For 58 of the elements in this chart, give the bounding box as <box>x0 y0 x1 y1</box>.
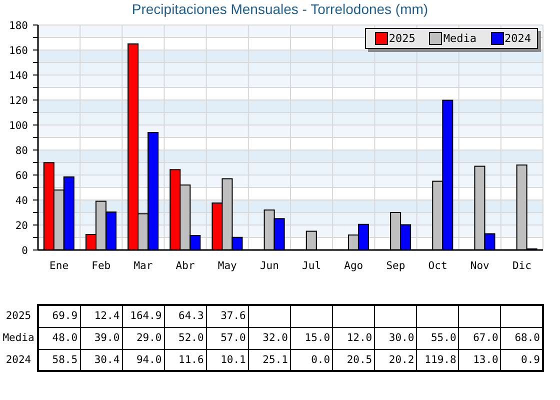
data-label: 37.6 <box>206 305 248 327</box>
data-label: 68.0 <box>500 327 543 349</box>
data-label: 10.1 <box>206 349 248 371</box>
data-label: 20.5 <box>332 349 375 371</box>
x-tick-label: Nov <box>470 260 490 272</box>
x-tick-label: Jun <box>260 260 279 272</box>
data-label: 25.1 <box>248 349 290 371</box>
data-label: 12.4 <box>80 305 122 327</box>
chart-title: Precipitaciones Mensuales - Torrelodones (mm) <box>130 1 430 17</box>
data-label: 164.9 <box>122 305 164 327</box>
data-label: 11.6 <box>164 349 206 371</box>
y-tick-label: 140 <box>9 70 28 82</box>
data-label: 69.9 <box>38 305 80 327</box>
legend-label: 2024 <box>504 32 531 45</box>
data-label: 30.0 <box>374 327 417 349</box>
y-tick-label: 20 <box>15 220 28 232</box>
data-label: 29.0 <box>122 327 164 349</box>
x-tick-label: Mar <box>134 260 153 272</box>
data-label: 119.8 <box>416 349 459 371</box>
y-tick-label: 180 <box>9 20 28 32</box>
y-tick-label: 80 <box>15 145 28 157</box>
legend-label: Media <box>443 32 476 45</box>
x-tick-label: Feb <box>92 260 111 272</box>
x-tick-label: Sep <box>386 260 406 272</box>
data-label: 58.5 <box>38 349 80 371</box>
x-tick-label: Abr <box>176 260 195 272</box>
data-label: 20.2 <box>374 349 417 371</box>
text: Media <box>2 332 34 344</box>
data-label: 39.0 <box>80 327 122 349</box>
x-tick-label: Ago <box>344 260 364 272</box>
data-label: 52.0 <box>164 327 206 349</box>
data-label: 0.0 <box>290 349 333 371</box>
data-label: 64.3 <box>164 305 206 327</box>
x-tick-label: May <box>218 260 237 272</box>
y-tick-label: 160 <box>9 45 28 57</box>
y-tick-label: 40 <box>15 195 28 207</box>
y-tick-label: 120 <box>9 95 28 107</box>
data-label: 0.9 <box>500 349 543 371</box>
data-label: 13.0 <box>458 349 501 371</box>
text: 2024 <box>6 354 32 366</box>
y-tick-label: 60 <box>15 170 28 182</box>
y-tick-label: 100 <box>9 120 28 132</box>
x-tick-label: Jul <box>302 260 322 272</box>
x-tick-label: Ene <box>50 260 69 272</box>
data-label: 94.0 <box>122 349 164 371</box>
text: 2025 <box>6 310 32 322</box>
legend-label: 2025 <box>388 32 416 45</box>
data-label: 30.4 <box>80 349 122 371</box>
data-label: 15.0 <box>290 327 333 349</box>
data-label: 55.0 <box>416 327 459 349</box>
y-tick-label: 0 <box>22 245 28 257</box>
data-label: 12.0 <box>332 327 375 349</box>
data-label: 32.0 <box>248 327 290 349</box>
x-tick-label: Dic <box>512 260 532 272</box>
x-tick-label: Oct <box>428 260 448 272</box>
data-label: 57.0 <box>206 327 248 349</box>
data-label: 48.0 <box>38 327 80 349</box>
data-label: 67.0 <box>458 327 501 349</box>
